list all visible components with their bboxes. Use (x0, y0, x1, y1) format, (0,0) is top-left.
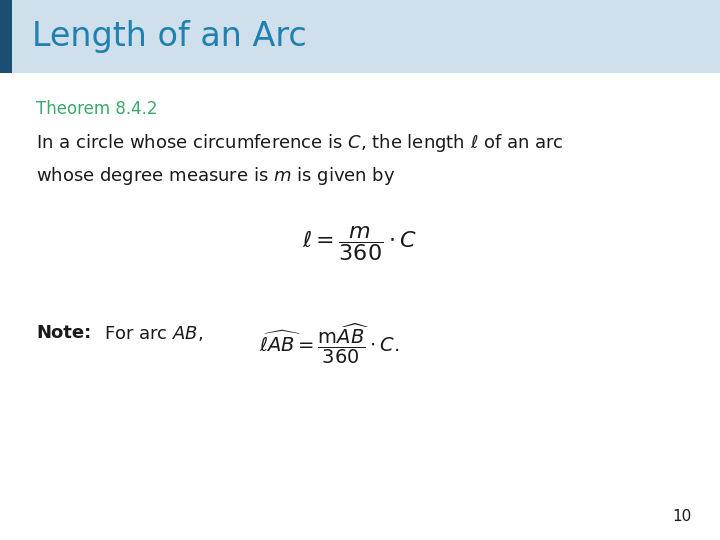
Text: Note:: Note: (36, 324, 91, 342)
Text: whose degree measure is $m$ is given by: whose degree measure is $m$ is given by (36, 165, 395, 187)
Text: Theorem 8.4.2: Theorem 8.4.2 (36, 100, 158, 118)
Text: 10: 10 (672, 509, 691, 524)
FancyBboxPatch shape (0, 0, 720, 73)
Text: Length of an Arc: Length of an Arc (32, 20, 307, 53)
Text: For arc $AB$,: For arc $AB$, (104, 324, 204, 343)
Text: In a circle whose circumference is $C$, the length $\ell$ of an arc: In a circle whose circumference is $C$, … (36, 132, 564, 154)
Text: $\widehat{\ell AB} = \dfrac{\mathrm{m}\widehat{AB}}{360} \cdot C.$: $\widehat{\ell AB} = \dfrac{\mathrm{m}\w… (259, 321, 400, 366)
Text: $\ell = \dfrac{m}{360} \cdot C$: $\ell = \dfrac{m}{360} \cdot C$ (302, 224, 418, 263)
FancyBboxPatch shape (0, 0, 12, 73)
